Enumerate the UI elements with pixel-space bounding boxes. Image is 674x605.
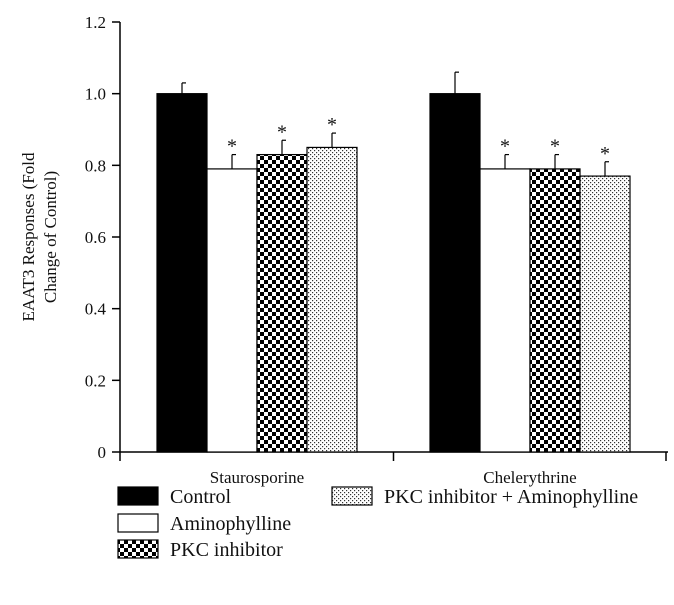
bar	[256, 153, 308, 453]
x-category-label: Chelerythrine	[483, 468, 576, 487]
legend-swatch	[331, 486, 373, 506]
legend-label: Control	[170, 486, 232, 508]
significance-marker: *	[550, 136, 560, 158]
bar	[206, 168, 258, 453]
legend-swatch	[117, 539, 159, 559]
bar	[429, 93, 481, 453]
y-axis-label-line: Change of Control)	[41, 171, 60, 303]
y-axis-label-line: EAAT3 Responses (Fold	[19, 152, 38, 322]
bar	[156, 93, 208, 453]
legend-swatch	[117, 513, 159, 533]
y-tick-label: 1.2	[85, 13, 106, 32]
legend-label: PKC inhibitor	[170, 539, 283, 561]
bar	[306, 146, 358, 453]
bar	[579, 175, 631, 453]
bar	[479, 168, 531, 453]
y-axis: 0 0.2 0.4 0.6 0.8 1.0 1.2 EAAT3 Responses (Fold…	[19, 13, 121, 462]
y-axis-label: EAAT3 Responses (Fold Change of Control)	[19, 152, 60, 322]
y-tick-label: 0	[98, 443, 107, 462]
legend-label: PKC inhibitor + Aminophylline	[384, 486, 638, 508]
bars: * * * * * *	[156, 71, 631, 453]
y-tick-label: 0.6	[85, 228, 106, 247]
legend-label: Aminophylline	[170, 513, 291, 535]
bar	[529, 168, 581, 453]
legend-swatch	[117, 486, 159, 506]
significance-marker: *	[227, 136, 237, 158]
significance-marker: *	[500, 136, 510, 158]
y-tick-label: 0.8	[85, 156, 106, 175]
x-category-label: Staurosporine	[210, 468, 304, 487]
legend: Control Aminophylline PKC inhibitor PKC inh…	[117, 486, 638, 561]
significance-marker: *	[277, 121, 287, 143]
x-axis: Staurosporine Chelerythrine	[119, 451, 668, 487]
y-tick-label: 0.4	[85, 300, 107, 319]
significance-marker: *	[327, 114, 337, 136]
significance-marker: *	[600, 143, 610, 165]
y-tick-label: 0.2	[85, 371, 106, 390]
y-tick-label: 1.0	[85, 85, 106, 104]
